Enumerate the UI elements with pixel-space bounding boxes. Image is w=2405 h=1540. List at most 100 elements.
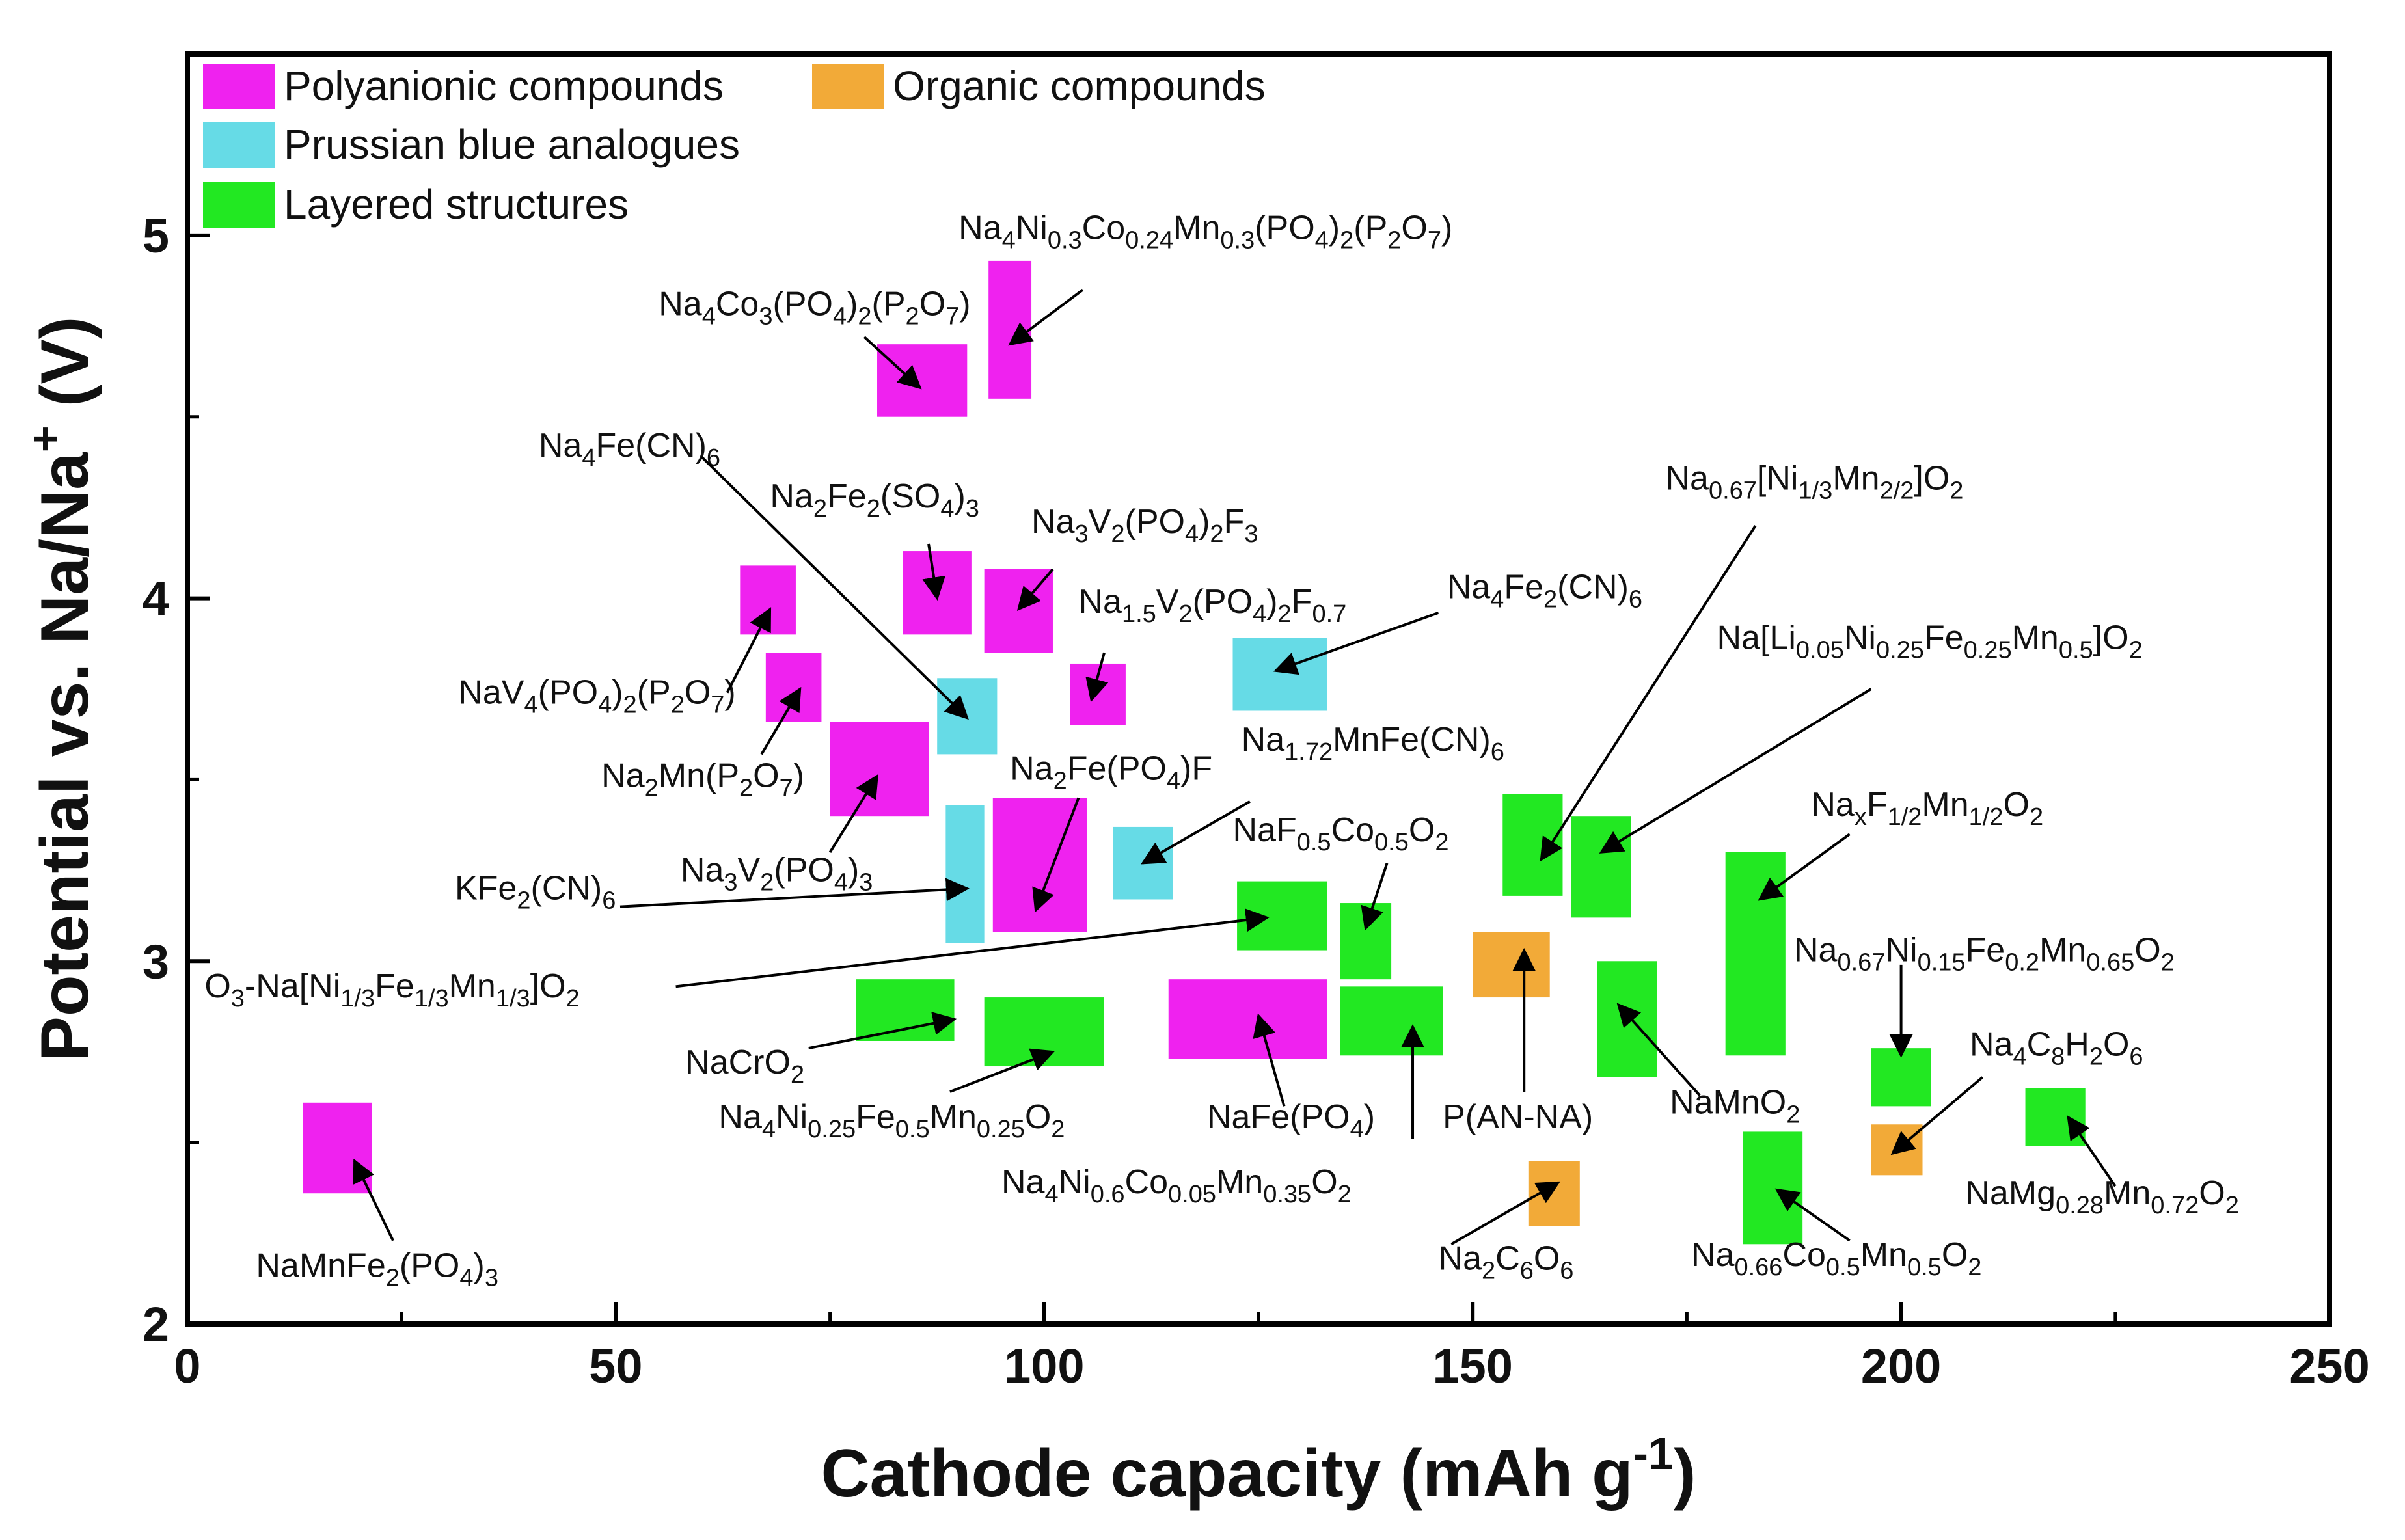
annotation-segment: O — [1401, 209, 1427, 247]
annotation-segment: Fe — [375, 967, 414, 1005]
annotation-segment: 2 — [906, 303, 919, 331]
annotation-label: P(AN-NA) — [1443, 1098, 1593, 1136]
y-tick-label: 5 — [143, 209, 169, 263]
annotation-segment: Na — [1811, 786, 1855, 824]
annotation-segment: 4 — [459, 1264, 473, 1291]
annotation-arrow — [726, 607, 772, 694]
x-axis-label-end: ) — [1674, 1436, 1696, 1511]
annotation-segment: (PO — [400, 1247, 459, 1284]
annotation-segment: 4 — [702, 303, 716, 331]
annotation-arrow — [675, 908, 1270, 988]
annotation-segment: 3 — [966, 495, 979, 522]
annotation-segment: H — [2065, 1025, 2089, 1063]
annotation-segment: 2 — [1278, 601, 1292, 628]
annotation-arrow — [1774, 1188, 1851, 1242]
annotation-segment: 3 — [724, 869, 737, 897]
box-na4fe2-cn-6 — [1232, 638, 1327, 711]
annotation-label: KFe2(CN)6 — [455, 869, 616, 914]
annotation-segment: F — [1224, 503, 1245, 541]
box-nacro2 — [856, 979, 955, 1041]
annotation-segment: 4 — [1315, 226, 1329, 254]
box-namg0-28mn0-72o2 — [2025, 1088, 2086, 1146]
annotation-segment: Fe — [1504, 569, 1543, 606]
annotation-arrow — [1599, 688, 1872, 854]
annotation-segment: 2 — [1053, 767, 1067, 794]
annotation-segment: 0.25 — [1964, 637, 2012, 664]
box-namno2 — [1597, 961, 1657, 1077]
annotation-segment: (PO — [1193, 583, 1253, 621]
annotation-label: NaV4(PO4)2(P2O7) — [458, 673, 735, 718]
annotation-segment: 0.5 — [895, 1116, 930, 1143]
annotation-segment: 4 — [1253, 601, 1266, 628]
annotation-segment: 2 — [1968, 1254, 1981, 1281]
annotation-segment: ) — [612, 673, 623, 711]
annotation-segment: 0.2 — [2005, 949, 2039, 976]
annotation-segment: Mn — [1216, 1163, 1263, 1201]
annotation-segment: Fe — [1924, 619, 1964, 657]
annotation-arrow — [700, 455, 969, 720]
x-tick-label: 100 — [1004, 1339, 1084, 1393]
annotation-segment: ) — [473, 1247, 484, 1284]
annotation-segment: Na — [1691, 1236, 1735, 1274]
annotation-label: Na4Co3(PO4)2(P2O7) — [659, 286, 970, 331]
annotation-segment: Ni — [1885, 931, 1917, 969]
box-na2mn-p2o7 — [765, 653, 822, 722]
annotation-label: Na1.5V2(PO4)2F0.7 — [1078, 583, 1346, 628]
annotation-segment: ) — [1364, 1098, 1375, 1136]
annotation-label: Na4Ni0.6Co0.05Mn0.35O2 — [1001, 1163, 1352, 1208]
annotation-segment: 2 — [791, 1061, 804, 1088]
annotation-segment: Mn — [930, 1098, 977, 1136]
y-axis-label-end: (V) — [27, 317, 103, 426]
annotation-segment: 4 — [582, 444, 595, 472]
annotation-label: Na1.72MnFe(CN)6 — [1242, 721, 1504, 766]
x-tick-label: 200 — [1861, 1339, 1941, 1393]
annotation-label: Na0.67[Ni1/3Mn2/2]O2 — [1665, 459, 1963, 504]
annotation-segment: NaMg — [1965, 1174, 2056, 1212]
annotation-segment: NaFe(PO — [1207, 1098, 1350, 1136]
annotation-segment: Na — [659, 286, 702, 323]
annotation-arrow — [949, 1048, 1055, 1093]
annotation-segment: 2 — [623, 691, 637, 718]
annotation-segment: 3 — [759, 303, 772, 331]
annotation-segment: Mn(P — [659, 757, 739, 795]
annotation-segment: 2 — [517, 887, 530, 914]
annotation-segment: ]O — [2093, 619, 2129, 657]
box-na4ni0-3co0-24mn0-3-po4-2-p2o7 — [988, 260, 1032, 399]
annotation-segment: Na — [1794, 931, 1838, 969]
annotation-segment: Mn — [2039, 931, 2086, 969]
annotation-arrow — [808, 1012, 957, 1050]
annotation-segment: 4 — [1044, 1181, 1058, 1208]
annotation-segment: Co — [1125, 1163, 1168, 1201]
annotation-segment: 2 — [566, 985, 580, 1012]
box-nafe-po4 — [1168, 979, 1327, 1059]
annotation-segment: Ni — [1844, 619, 1876, 657]
annotation-segment: 0.05 — [1168, 1181, 1216, 1208]
annotation-segment: Na — [539, 427, 582, 465]
annotation-segment: O — [685, 673, 711, 711]
annotation-arrow — [863, 336, 922, 390]
y-axis-label: Potential vs. Na/Na+ (V) — [20, 317, 103, 1062]
annotation-segment: NaMnFe — [256, 1247, 385, 1284]
box-namnfe2-po4-3 — [303, 1102, 372, 1194]
annotation-segment: O — [1409, 811, 1435, 849]
annotation-segment: Mn — [1922, 786, 1968, 824]
annotation-segment: Co — [716, 286, 759, 323]
annotation-segment: 2 — [867, 495, 880, 522]
annotation-segment: Mn — [1173, 209, 1220, 247]
annotation-segment: (PO — [1255, 209, 1314, 247]
annotation-segment: 2 — [2030, 804, 2043, 831]
annotation-arrow — [828, 774, 878, 854]
annotation-segment: 0.35 — [1263, 1181, 1311, 1208]
annotation-segment: Fe(PO — [1067, 750, 1167, 787]
annotation-segment: V — [1089, 503, 1111, 541]
annotation-segment: Na[Li — [1717, 619, 1795, 657]
annotation-segment: 4 — [762, 1116, 776, 1143]
annotation-segment: 7 — [711, 691, 724, 718]
annotation-segment: 4 — [1185, 520, 1199, 548]
box-na2c6o6 — [1528, 1161, 1580, 1226]
x-axis-label: Cathode capacity (mAh g-1) — [821, 1428, 1696, 1511]
annotation-segment: Ni — [1059, 1163, 1091, 1201]
annotation-label: Na0.67Ni0.15Fe0.2Mn0.65O2 — [1794, 931, 2175, 976]
annotation-label: NaFe(PO4) — [1207, 1098, 1375, 1143]
